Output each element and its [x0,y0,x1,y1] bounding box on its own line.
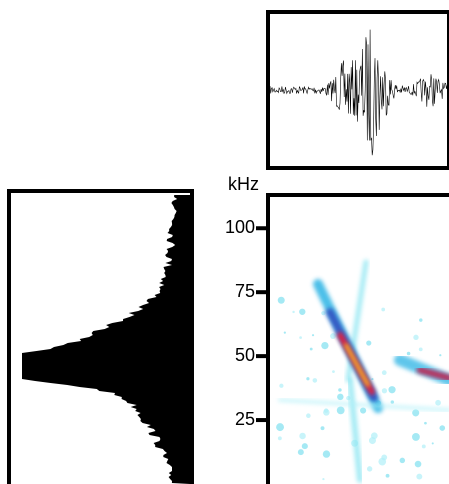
spectrogram-speck [306,377,310,381]
spectrogram-speck [321,311,326,316]
spectrogram-speck [431,442,434,445]
spectrogram-speck [390,400,394,404]
spectrogram-speck [418,347,423,352]
waveform [269,29,449,156]
spectrogram-speck [360,407,367,414]
spectrogram-speck [297,449,304,456]
spectrogram-speck [323,409,330,416]
spectrogram-speck [277,296,285,304]
y-tick-label: 50 [235,345,255,365]
spectrogram-energy [344,343,370,387]
spectrogram-speck [312,378,318,383]
spectrogram-energy [416,366,449,382]
spectrogram-speck [424,421,427,425]
spectrogram-speck [311,334,315,337]
spectrogram-speck [419,318,423,322]
y-axis: 25 50 75 100 [225,217,268,429]
spectrogram [276,259,449,483]
spectrogram-speck [338,388,342,392]
spectrogram-speck [322,477,325,481]
spectrogram-speck [279,383,284,388]
spectrogram-speck [301,443,308,450]
spectrogram-speck [368,437,376,445]
spectrogram-speck [412,433,420,441]
spectrogram-speck [412,409,420,417]
spectrogram-speck [416,473,423,480]
y-tick-label: 100 [225,217,255,237]
spectrogram-speck [381,370,387,376]
spectrogram-speck [366,466,373,472]
spectrogram-speck [413,334,419,341]
spectrogram-speck [292,310,295,314]
spectrogram-energy [278,398,449,412]
spectrogram-speck [421,444,426,449]
waveform-trace [269,29,449,156]
spectrogram-speck [381,307,386,312]
spectrogram-speck [439,425,446,431]
spectrogram-speck [332,370,335,374]
spectrogram-speck [439,354,442,357]
spectrogram-speck [277,436,282,441]
spectrogram-speck [406,351,411,356]
spectrogram-speck [366,340,372,346]
spectrogram-speck [309,347,313,351]
y-tick-label: 25 [235,409,255,429]
spectrogram-speck [330,333,336,339]
spectrogram-speck [399,457,406,464]
spectrogram-speck [321,341,329,350]
waveform-frame [266,10,449,170]
spectrum-fill [22,195,190,484]
spectrogram-speck [336,406,345,415]
spectrogram-speck [322,450,331,458]
spectrum [22,195,190,484]
spectrogram-speck [337,393,344,401]
spectrogram-speck [306,413,311,418]
spectrogram-speck [435,399,441,406]
spectrogram-speck [283,331,286,334]
y-tick-label: 75 [235,281,255,301]
spectrogram-speck [388,386,396,394]
spectrogram-speck [276,423,284,432]
spectrogram-speck [371,378,374,381]
spectrogram-speck [299,308,306,315]
spectrogram-speck [381,388,388,394]
spectrogram-energy [347,377,363,483]
spectrum-frame [7,189,194,484]
spectrogram-speck [378,457,387,466]
spectrogram-speck [414,460,422,468]
spectrogram-speck [320,426,325,431]
y-axis-label: kHz [228,174,259,194]
spectrogram-speck [385,473,390,478]
spectrogram-frame [266,193,449,484]
spectrogram-speck [299,336,302,339]
spectrogram-speck [299,432,306,440]
